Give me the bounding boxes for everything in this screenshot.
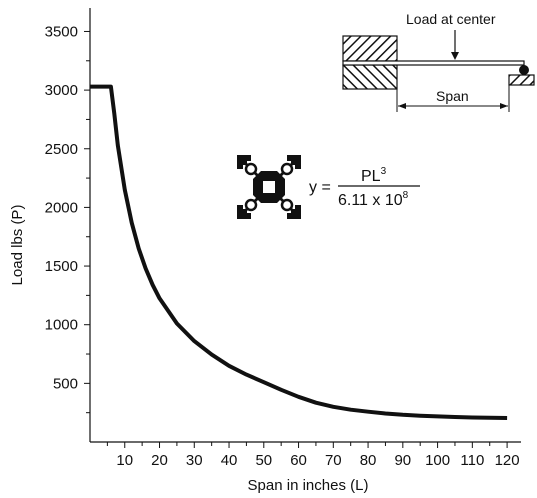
x-tick-label: 30: [186, 452, 203, 469]
denominator-exponent: 8: [403, 190, 409, 201]
equation-lhs: y =: [309, 179, 331, 196]
right-support-hatch: [508, 74, 535, 86]
extrusion-profile-icon: [237, 155, 301, 219]
wall-lower-hatch: [342, 64, 398, 90]
numerator-base: PL: [361, 168, 381, 185]
x-tick-label: 10: [116, 452, 133, 469]
load-arrow-head: [451, 52, 459, 60]
x-tick-label: 100: [425, 452, 450, 469]
x-axis-title: Span in inches (L): [248, 477, 369, 494]
y-tick-label: 500: [53, 375, 78, 392]
x-tick-label: 60: [290, 452, 307, 469]
y-tick-label: 2500: [45, 141, 78, 158]
beam-bar: [342, 60, 525, 66]
roller-support: [519, 65, 529, 75]
load-at-center-label: Load at center: [406, 11, 496, 27]
span-arrow-left: [398, 103, 406, 109]
x-tick-label: 80: [360, 452, 377, 469]
equation-denominator: 6.11 x 108: [338, 190, 409, 209]
deflection-equation: y = PL3 6.11 x 108: [309, 166, 420, 209]
y-tick-label: 2000: [45, 199, 78, 216]
x-tick-label: 120: [495, 452, 520, 469]
x-tick-label: 40: [221, 452, 238, 469]
denominator-base: 6.11 x 10: [338, 192, 403, 209]
x-tick-label: 110: [460, 452, 484, 469]
span-arrow-right: [500, 103, 508, 109]
x-tick-label: 20: [151, 452, 168, 469]
numerator-exponent: 3: [381, 166, 387, 177]
x-tick-label: 70: [325, 452, 342, 469]
y-tick-label: 3500: [45, 23, 78, 40]
x-tick-label: 90: [394, 452, 411, 469]
ticks: 500 1000 1500 2000 2500 3000 3500 10 20 30 40 50 60 7…: [45, 23, 520, 469]
beam-loading-diagram: Load at center Span: [342, 11, 535, 112]
span-label: Span: [436, 88, 469, 104]
equation-numerator: PL3: [361, 166, 387, 185]
series-layer: [90, 84, 508, 420]
axes: [89, 8, 521, 443]
wall-upper-hatch: [342, 35, 398, 62]
load-curve-line: [90, 84, 508, 420]
y-tick-label: 3000: [45, 82, 78, 99]
y-tick-label: 1000: [45, 317, 78, 334]
y-axis-title: Load lbs (P): [9, 205, 26, 286]
y-tick-label: 1500: [45, 258, 78, 275]
x-tick-label: 50: [255, 452, 272, 469]
